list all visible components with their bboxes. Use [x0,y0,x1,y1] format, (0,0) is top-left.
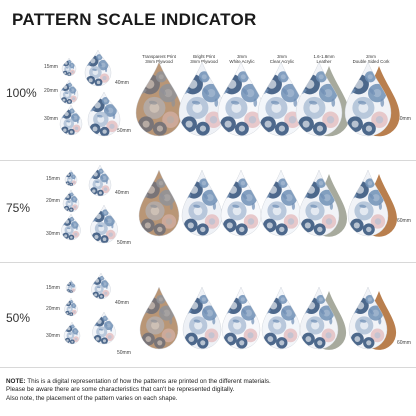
material-header-clear-acrylic: 3mm Clear Acrylic [269,54,295,65]
scale-label-75: 75% [6,201,31,215]
size-sample-20mm [59,79,79,105]
material-sample [298,169,340,237]
material-sample [347,169,389,237]
size-sample-30mm [61,213,81,241]
material-sample [221,286,261,350]
size-label-50mm: 50mm [117,350,131,356]
material-sample [295,61,343,137]
material-sample [257,61,305,137]
material-sample [217,61,265,137]
scale-label-100: 100% [6,86,37,100]
size-sample-50mm [87,91,121,137]
size-sample-20mm [62,189,80,213]
size-sample-30mm [63,321,81,345]
size-label-20mm: 20mm [46,198,60,204]
size-sample-30mm [59,104,83,136]
size-sample-40mm [88,164,112,197]
material-sample [220,169,262,237]
size-label-60mm: 60mm [397,340,411,346]
size-label-20mm: 20mm [44,88,58,94]
size-label-50mm: 50mm [117,240,131,246]
material-header-bright-plywood: Bright Print 3mm Plywood [190,54,218,65]
scale-label-50: 50% [6,311,31,325]
size-sample-40mm [84,49,112,87]
material-header-white-acrylic: 3mm White Acrylic [229,54,255,65]
material-header-cork: 2mm Double Sided Cork [352,54,390,65]
size-label-15mm: 15mm [46,176,60,182]
size-label-60mm: 60mm [397,116,411,122]
material-sample [139,286,179,350]
row-divider [0,367,416,368]
material-sample [344,61,392,137]
size-sample-50mm [92,311,116,345]
material-sample [181,169,223,237]
size-sample-50mm [90,204,118,244]
size-sample-40mm [91,272,111,300]
material-sample [299,286,339,350]
material-sample [135,61,183,137]
footer-note: NOTE: This is a digital representation o… [6,378,271,402]
material-sample [260,169,302,237]
size-label-20mm: 20mm [46,306,60,312]
material-sample [178,61,226,137]
size-sample-20mm [64,297,78,317]
size-label-15mm: 15mm [44,64,58,70]
material-sample [261,286,301,350]
size-label-30mm: 30mm [46,231,60,237]
size-sample-15mm [64,169,78,187]
row-divider [0,262,416,263]
material-sample [138,169,180,237]
row-divider [0,160,416,161]
size-label-40mm: 40mm [115,80,129,86]
size-label-40mm: 40mm [115,190,129,196]
size-label-30mm: 30mm [44,116,58,122]
material-sample [348,286,388,350]
page-title: PATTERN SCALE INDICATOR [12,10,257,29]
size-label-40mm: 40mm [115,300,129,306]
size-label-30mm: 30mm [46,333,60,339]
material-sample [182,286,222,350]
size-sample-15mm [65,279,77,294]
size-label-50mm: 50mm [117,128,131,134]
material-header-leather: 1.6-1.8mm Leather [313,54,335,65]
size-label-15mm: 15mm [46,285,60,291]
size-label-60mm: 60mm [397,218,411,224]
size-sample-15mm [61,57,77,77]
